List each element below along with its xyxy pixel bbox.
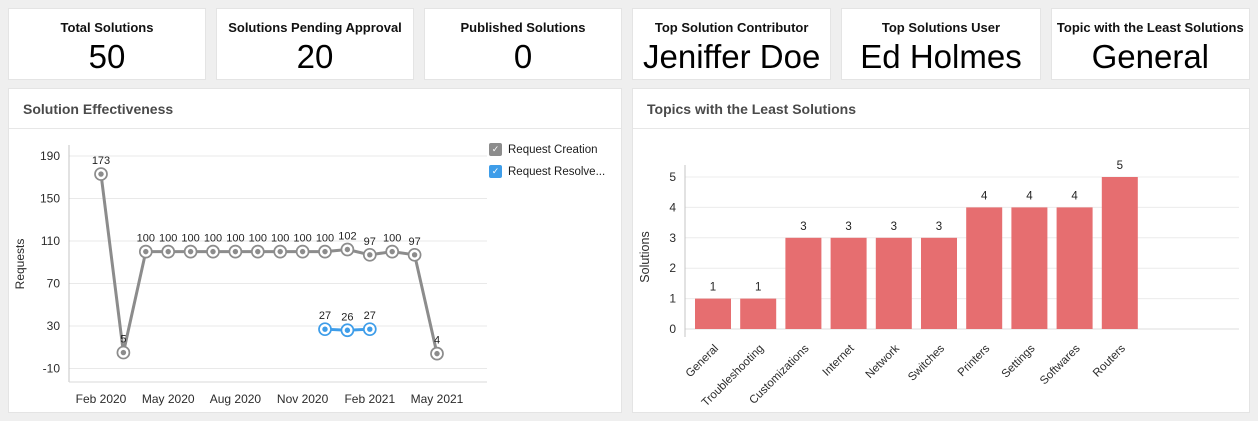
svg-text:General: General — [684, 343, 721, 380]
checkbox-checked-icon[interactable]: ✓ — [489, 143, 502, 156]
legend-item-request-resolved[interactable]: ✓ Request Resolve... — [489, 165, 617, 178]
card-value: 0 — [513, 38, 533, 75]
svg-text:Softwares: Softwares — [1038, 342, 1083, 387]
svg-text:Nov 2020: Nov 2020 — [277, 392, 329, 406]
kpi-card-group-right: Top Solution Contributor Jeniffer Doe To… — [632, 8, 1250, 80]
svg-text:-10: -10 — [43, 362, 61, 376]
svg-text:100: 100 — [226, 233, 244, 245]
bar-chart-area: 0 1 2 3 4 5 Solutions 1 General 1 Troubleshooting 3… — [633, 129, 1249, 412]
svg-text:100: 100 — [181, 233, 199, 245]
svg-text:Internet: Internet — [821, 342, 858, 379]
svg-text:100: 100 — [204, 233, 222, 245]
card-label: Total Solutions — [60, 20, 154, 35]
svg-text:5: 5 — [1117, 160, 1123, 172]
svg-text:1: 1 — [710, 282, 716, 294]
svg-text:100: 100 — [271, 233, 289, 245]
kpi-cards-row: Total Solutions 50 Solutions Pending App… — [8, 8, 1250, 80]
svg-text:3: 3 — [669, 231, 676, 245]
svg-text:Settings: Settings — [1000, 342, 1038, 380]
svg-text:97: 97 — [408, 236, 420, 248]
svg-text:97: 97 — [364, 236, 376, 248]
svg-text:110: 110 — [41, 234, 60, 248]
card-label: Top Solution Contributor — [654, 20, 809, 35]
card-value: Ed Holmes — [860, 38, 1022, 75]
svg-text:Network: Network — [864, 342, 902, 380]
svg-text:5: 5 — [120, 334, 126, 346]
card-label: Solutions Pending Approval — [228, 20, 402, 35]
svg-text:4: 4 — [434, 335, 440, 347]
svg-text:Solutions: Solutions — [638, 231, 652, 282]
card-label: Top Solutions User — [881, 20, 1001, 35]
svg-text:100: 100 — [293, 233, 311, 245]
svg-text:70: 70 — [47, 277, 61, 291]
svg-text:150: 150 — [40, 192, 60, 206]
svg-text:102: 102 — [338, 231, 356, 243]
panel-title: Solution Effectiveness — [23, 100, 174, 117]
svg-text:190: 190 — [40, 149, 60, 163]
svg-text:3: 3 — [936, 221, 942, 233]
svg-text:Requests: Requests — [13, 239, 27, 290]
svg-text:100: 100 — [159, 233, 177, 245]
card-value: 20 — [296, 38, 334, 75]
svg-text:Feb 2020: Feb 2020 — [76, 392, 127, 406]
svg-text:2: 2 — [669, 261, 676, 275]
card-topic-least-solutions: Topic with the Least Solutions General — [1050, 8, 1250, 80]
line-chart: 190 150 110 70 30 -10 Feb 2020 May 2020 Aug 2020… — [13, 145, 487, 406]
svg-text:4: 4 — [1026, 190, 1033, 202]
kpi-card-group-left: Total Solutions 50 Solutions Pending App… — [8, 8, 622, 80]
svg-text:1: 1 — [669, 292, 676, 306]
svg-text:3: 3 — [891, 221, 897, 233]
svg-text:100: 100 — [249, 233, 267, 245]
svg-text:3: 3 — [800, 221, 806, 233]
card-label: Published Solutions — [460, 20, 586, 35]
svg-text:Aug 2020: Aug 2020 — [210, 392, 262, 406]
svg-text:4: 4 — [1071, 190, 1078, 202]
svg-text:Feb 2021: Feb 2021 — [344, 392, 395, 406]
card-solutions-pending-approval: Solutions Pending Approval 20 — [216, 8, 414, 80]
panel-header: Topics with the Least Solutions — [633, 89, 1249, 129]
panel-topics-least-solutions: Topics with the Least Solutions 0 1 2 3 4 5 So… — [632, 88, 1250, 413]
charts-row: Solution Effectiveness 190 150 110 70 30 -10 F… — [8, 88, 1250, 413]
card-value: Jeniffer Doe — [643, 38, 821, 75]
card-top-solution-contributor: Top Solution Contributor Jeniffer Doe — [632, 8, 832, 80]
line-chart-area: 190 150 110 70 30 -10 Feb 2020 May 2020 Aug 2020… — [9, 129, 621, 412]
svg-text:Routers: Routers — [1091, 342, 1128, 379]
svg-text:Switches: Switches — [906, 342, 947, 383]
checkbox-checked-icon[interactable]: ✓ — [489, 165, 502, 178]
card-published-solutions: Published Solutions 0 — [424, 8, 622, 80]
svg-text:30: 30 — [47, 319, 61, 333]
svg-text:100: 100 — [316, 233, 334, 245]
card-value: General — [1091, 38, 1210, 75]
svg-text:4: 4 — [669, 200, 676, 214]
svg-text:May 2020: May 2020 — [142, 392, 195, 406]
svg-text:4: 4 — [981, 190, 988, 202]
card-label: Topic with the Least Solutions — [1056, 20, 1244, 35]
card-top-solutions-user: Top Solutions User Ed Holmes — [841, 8, 1041, 80]
svg-text:3: 3 — [845, 221, 851, 233]
panel-solution-effectiveness: Solution Effectiveness 190 150 110 70 30 -10 F… — [8, 88, 622, 413]
panel-title: Topics with the Least Solutions — [647, 100, 856, 117]
panel-header: Solution Effectiveness — [9, 89, 621, 129]
svg-text:May 2021: May 2021 — [411, 392, 464, 406]
svg-text:100: 100 — [137, 233, 155, 245]
svg-text:Printers: Printers — [956, 342, 993, 379]
svg-text:26: 26 — [341, 311, 353, 323]
line-chart-legend: ✓ Request Creation ✓ Request Resolve... — [489, 143, 617, 187]
legend-label: Request Creation — [508, 143, 598, 156]
svg-text:27: 27 — [364, 310, 376, 322]
svg-text:5: 5 — [669, 170, 676, 184]
legend-label: Request Resolve... — [508, 165, 606, 178]
svg-text:0: 0 — [669, 322, 676, 336]
svg-text:173: 173 — [92, 155, 110, 167]
legend-item-request-creation[interactable]: ✓ Request Creation — [489, 143, 617, 156]
card-value: 50 — [88, 38, 126, 75]
bar-chart: 012345Solutions1General1Troubleshooting3… — [638, 160, 1239, 409]
card-total-solutions: Total Solutions 50 — [8, 8, 206, 80]
svg-text:1: 1 — [755, 282, 761, 294]
svg-text:100: 100 — [383, 233, 401, 245]
svg-text:27: 27 — [319, 310, 331, 322]
